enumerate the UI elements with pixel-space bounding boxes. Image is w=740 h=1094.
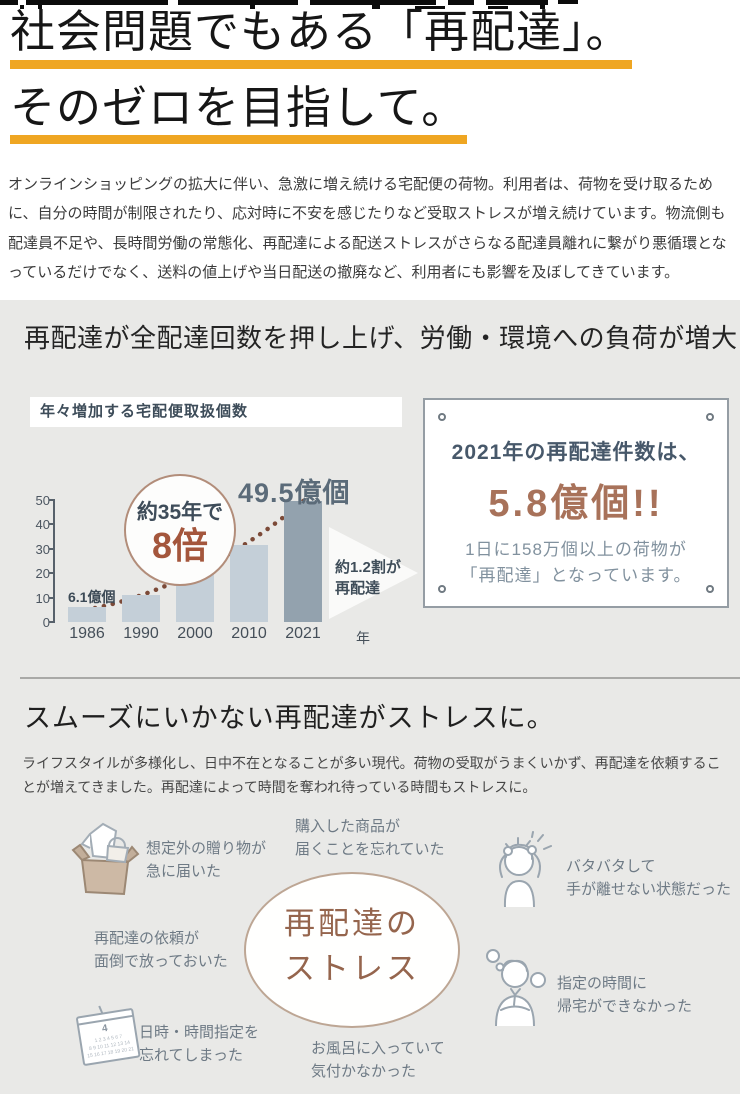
chart-bars (68, 500, 322, 622)
y-tick-mark (49, 621, 55, 623)
screw-icon (438, 585, 446, 593)
page-title-line1: 社会問題でもある「再配達」。 (10, 7, 632, 69)
signboard-headline-number: 5.8億個!! (488, 483, 664, 525)
calendar-illustration: 4 1 2 3 4 5 6 7 8 9 10 11 12 13 14 15 16… (76, 1005, 141, 1066)
stress-label: 指定の時間に 帰宅ができなかった (557, 975, 693, 1015)
calendar-month: 4 (101, 1023, 109, 1035)
growth-badge-line2: 8倍 (151, 525, 209, 566)
chart-x-labels: 1986 1990 2000 2010 2021 (68, 625, 322, 643)
signboard-line3: 1日に158万個以上の荷物が (465, 540, 687, 559)
arrow-label-line2: 再配達 (335, 580, 381, 597)
x-tick-label: 1986 (69, 625, 105, 642)
y-tick-label: 20 (35, 566, 50, 582)
bar-2021 (284, 501, 322, 622)
section2-paragraph: ライフスタイルが多様化し、日中不在となることが多い現代。荷物の受取がうまくいかず… (22, 755, 721, 795)
y-tick-label: 30 (35, 541, 50, 557)
screw-icon (706, 413, 714, 421)
y-tick-mark (49, 572, 55, 575)
stress-label: 再配達の依頼が 面倒で放っておいた (94, 930, 228, 970)
signboard-line4: 「再配達」となっています。 (460, 566, 692, 586)
stress-label: 購入した商品が 届くことを忘れていた (295, 818, 445, 858)
bar-2010 (230, 545, 268, 622)
x-axis-unit: 年 (356, 630, 370, 646)
first-bar-value-label: 6.1億個 (68, 589, 116, 605)
stress-label: バタバタして 手が離せない状態だった (566, 858, 732, 898)
x-tick-label: 1990 (123, 625, 159, 642)
growth-badge-line1: 約35年で (136, 501, 224, 524)
stress-center-text: 再配達の ストレス (246, 902, 458, 992)
y-axis-line (53, 500, 55, 623)
y-tick-mark (49, 596, 55, 599)
redelivery-arrow-label: 約1.2割が 再配達 (335, 557, 401, 599)
screw-icon (438, 413, 446, 421)
y-tick-label: 0 (42, 615, 50, 630)
bar-1990 (122, 595, 160, 622)
svg-text:1 2 3 4 5 6 7: 1 2 3 4 5 6 7 (94, 1034, 123, 1044)
chart-plot: 50 40 30 20 10 0 1986 1990 2000 2010 2021 年 6.1億個… (30, 427, 418, 646)
last-bar-value-label: 49.5億個 (238, 478, 351, 508)
chart-title: 年々増加する宅配便取扱個数 (30, 397, 402, 427)
section2-heading: スムーズにいかない再配達がストレスに。 (24, 703, 555, 733)
arrow-label-line1: 約1.2割が (335, 559, 401, 576)
page-title-line2: そのゼロを目指して。 (10, 83, 468, 145)
screw-icon (706, 585, 714, 593)
page-title: 社会問題でもある「再配達」。 そのゼロを目指して。 (10, 7, 632, 159)
redelivery-count-signboard: 2021年の再配達件数は、 5.8億個!! 1日に158万個以上の荷物が 「再配… (423, 398, 729, 608)
stress-label: お風呂に入っていて 気付かなかった (311, 1040, 445, 1080)
signboard-description: 1日に158万個以上の荷物が 「再配達」となっています。 (425, 537, 727, 590)
y-tick-label: 10 (35, 590, 50, 606)
y-tick-label: 50 (35, 493, 50, 508)
y-tick-mark (49, 547, 55, 550)
signboard-line1: 2021年の再配達件数は、 (451, 441, 701, 464)
x-tick-label: 2010 (231, 625, 267, 642)
growth-badge: 約35年で 8倍 (124, 474, 236, 586)
section1-heading: 再配達が全配達回数を押し上げ、労働・環境への負荷が増大 (24, 323, 738, 353)
x-tick-label: 2000 (177, 625, 213, 642)
intro-paragraph: オンラインショッピングの拡大に伴い、急激に増え続ける宅配便の荷物。利用者は、荷物… (8, 176, 727, 281)
x-tick-label: 2021 (285, 625, 321, 642)
bar-1986 (68, 607, 106, 622)
trend-dotted-line (92, 494, 311, 611)
gray-section: 再配達が全配達回数を押し上げ、労働・環境への負荷が増大 年々増加する宅配便取扱個… (0, 300, 740, 1094)
y-tick-mark (49, 499, 55, 501)
stress-center-line1: 再配達の (284, 906, 420, 941)
stress-center-line2: ストレス (284, 950, 420, 986)
flustered-person-illustration (499, 831, 552, 907)
stress-center-bubble: 再配達の ストレス (244, 872, 460, 1028)
stress-label: 日時・時間指定を 忘れてしまった (139, 1024, 260, 1064)
parcel-volume-chart: 年々増加する宅配便取扱個数 50 40 30 20 10 0 1986 1990 2000 20… (30, 397, 418, 646)
stress-label: 想定外の贈り物が 急に届いた (146, 840, 267, 880)
y-tick-label: 40 (35, 517, 50, 533)
waiting-person-illustration (486, 949, 546, 1026)
section-divider (20, 677, 740, 679)
y-tick-mark (49, 523, 55, 526)
gift-box-illustration (71, 822, 140, 896)
